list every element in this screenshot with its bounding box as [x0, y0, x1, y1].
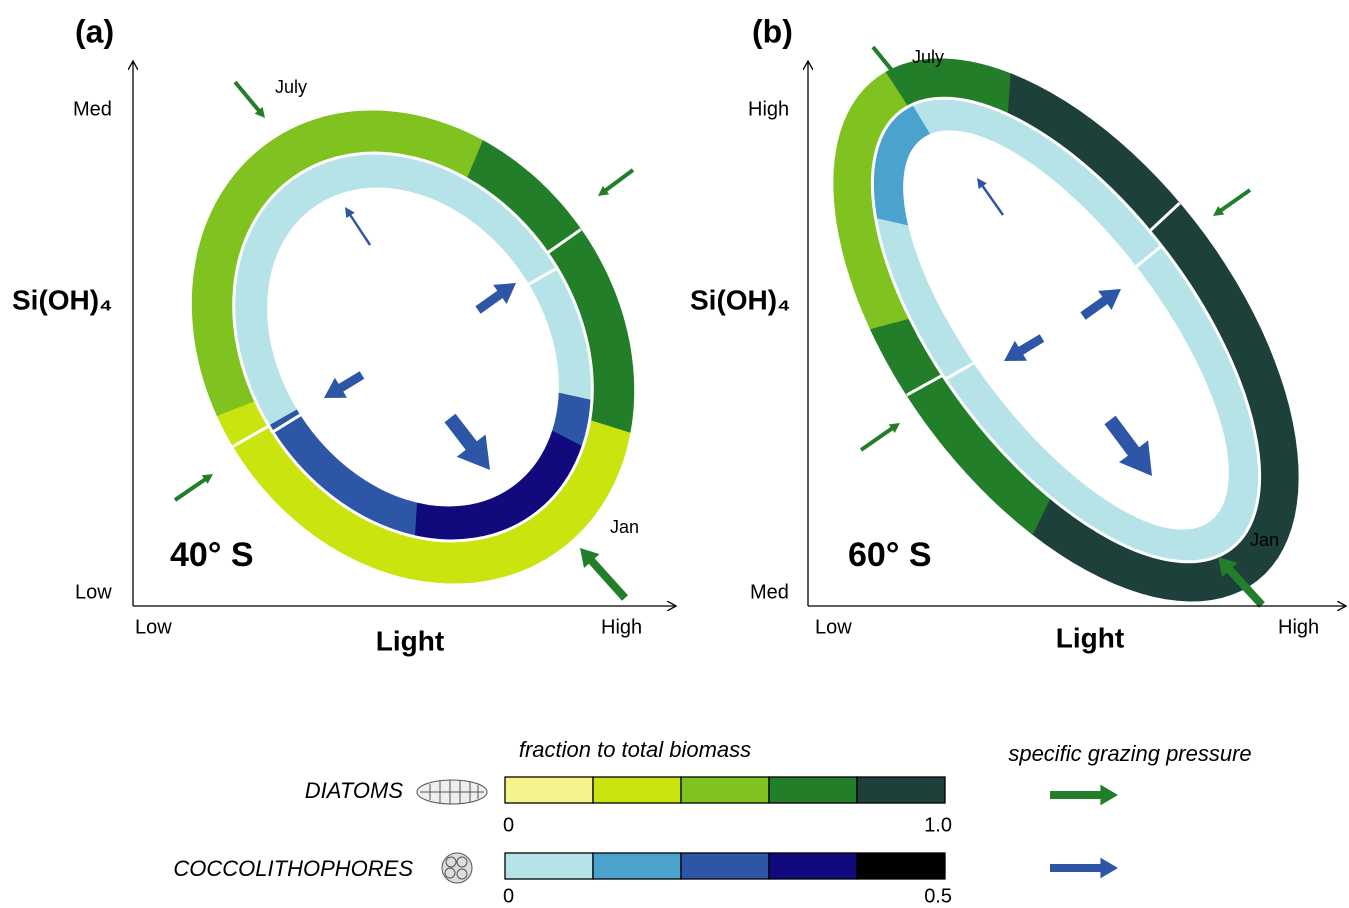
colorbar-cell [768, 852, 858, 880]
grazing-arrow [1218, 557, 1265, 608]
grazing-arrow [345, 207, 371, 246]
grazing-arrow [977, 178, 1004, 216]
panel-label: (b) [752, 13, 793, 49]
ring-separator [272, 412, 303, 433]
colorbar-cell [680, 852, 770, 880]
y-low-label: Low [75, 581, 112, 603]
grazing-arrow [324, 371, 365, 398]
grazing-arrow [1080, 289, 1121, 320]
latitude-label: 60° S [848, 536, 932, 574]
grazing-arrow [598, 168, 635, 196]
arrows [173, 45, 1265, 608]
colorbar-cell [592, 776, 682, 804]
grazing-arrow [475, 283, 516, 314]
grazing-arrow [871, 45, 903, 84]
x-low-label: Low [815, 616, 852, 638]
grazing-arrow [859, 423, 900, 452]
colorbar-max: 0.5 [924, 885, 952, 907]
coccolith-icon [441, 852, 473, 884]
colorbar-cell [592, 852, 682, 880]
grazing-arrow [1050, 857, 1118, 879]
legend-title: fraction to total biomass [519, 737, 751, 762]
ring-separator [526, 267, 558, 287]
ring-separator [232, 425, 269, 448]
colorbar-cell [856, 852, 946, 880]
ring-separator [547, 228, 582, 254]
month-label: July [275, 77, 307, 97]
x-title: Light [376, 625, 444, 656]
y-high-label: High [748, 98, 789, 120]
grazing-arrow [444, 413, 490, 470]
y-title: Si(OH)₄ [12, 284, 112, 315]
ring-separator [945, 361, 976, 380]
colorbar-cell [504, 776, 594, 804]
ring-separator [1134, 245, 1162, 269]
ring-border [870, 96, 1262, 564]
legend-row-name: COCCOLITHOPHORES [173, 856, 413, 881]
grazing-arrow [580, 548, 628, 601]
grazing-arrow [173, 474, 213, 502]
colorbar-cell [680, 776, 770, 804]
grazing-arrow [1104, 415, 1152, 476]
axes [133, 62, 1345, 606]
colorbar-cell [504, 852, 594, 880]
y-low-label: Med [750, 581, 789, 603]
grazing-arrow [1213, 188, 1252, 216]
grazing-arrow [233, 80, 265, 118]
ring-separator [1149, 202, 1181, 232]
colorbar-cell [768, 776, 858, 804]
ring-border [232, 151, 594, 543]
rings [191, 58, 1299, 602]
x-high-label: High [1278, 616, 1319, 638]
grazing-arrow [1004, 334, 1045, 361]
diatom-icon [416, 779, 488, 805]
colorbar-min: 0 [503, 885, 514, 907]
legend-bars [504, 776, 1118, 880]
x-title: Light [1056, 622, 1124, 653]
colorbar-cell [856, 776, 946, 804]
y-title: Si(OH)₄ [690, 284, 790, 315]
panel-label: (a) [75, 13, 114, 49]
grazing-arrow [1050, 784, 1118, 806]
month-label: Jan [1250, 530, 1279, 550]
month-label: July [912, 47, 944, 67]
legend-row-name: DIATOMS [305, 778, 404, 803]
ring-separator [906, 374, 943, 397]
latitude-label: 40° S [170, 536, 254, 574]
x-low-label: Low [135, 616, 172, 638]
ring-segment [876, 99, 1259, 562]
month-label: Jan [610, 517, 639, 537]
legend-title: specific grazing pressure [1008, 741, 1251, 766]
ring-border [903, 130, 1229, 530]
y-high-label: Med [73, 98, 112, 120]
ring-border [267, 187, 559, 507]
colorbar-max: 1.0 [924, 814, 952, 836]
x-high-label: High [601, 616, 642, 638]
colorbar-min: 0 [503, 814, 514, 836]
